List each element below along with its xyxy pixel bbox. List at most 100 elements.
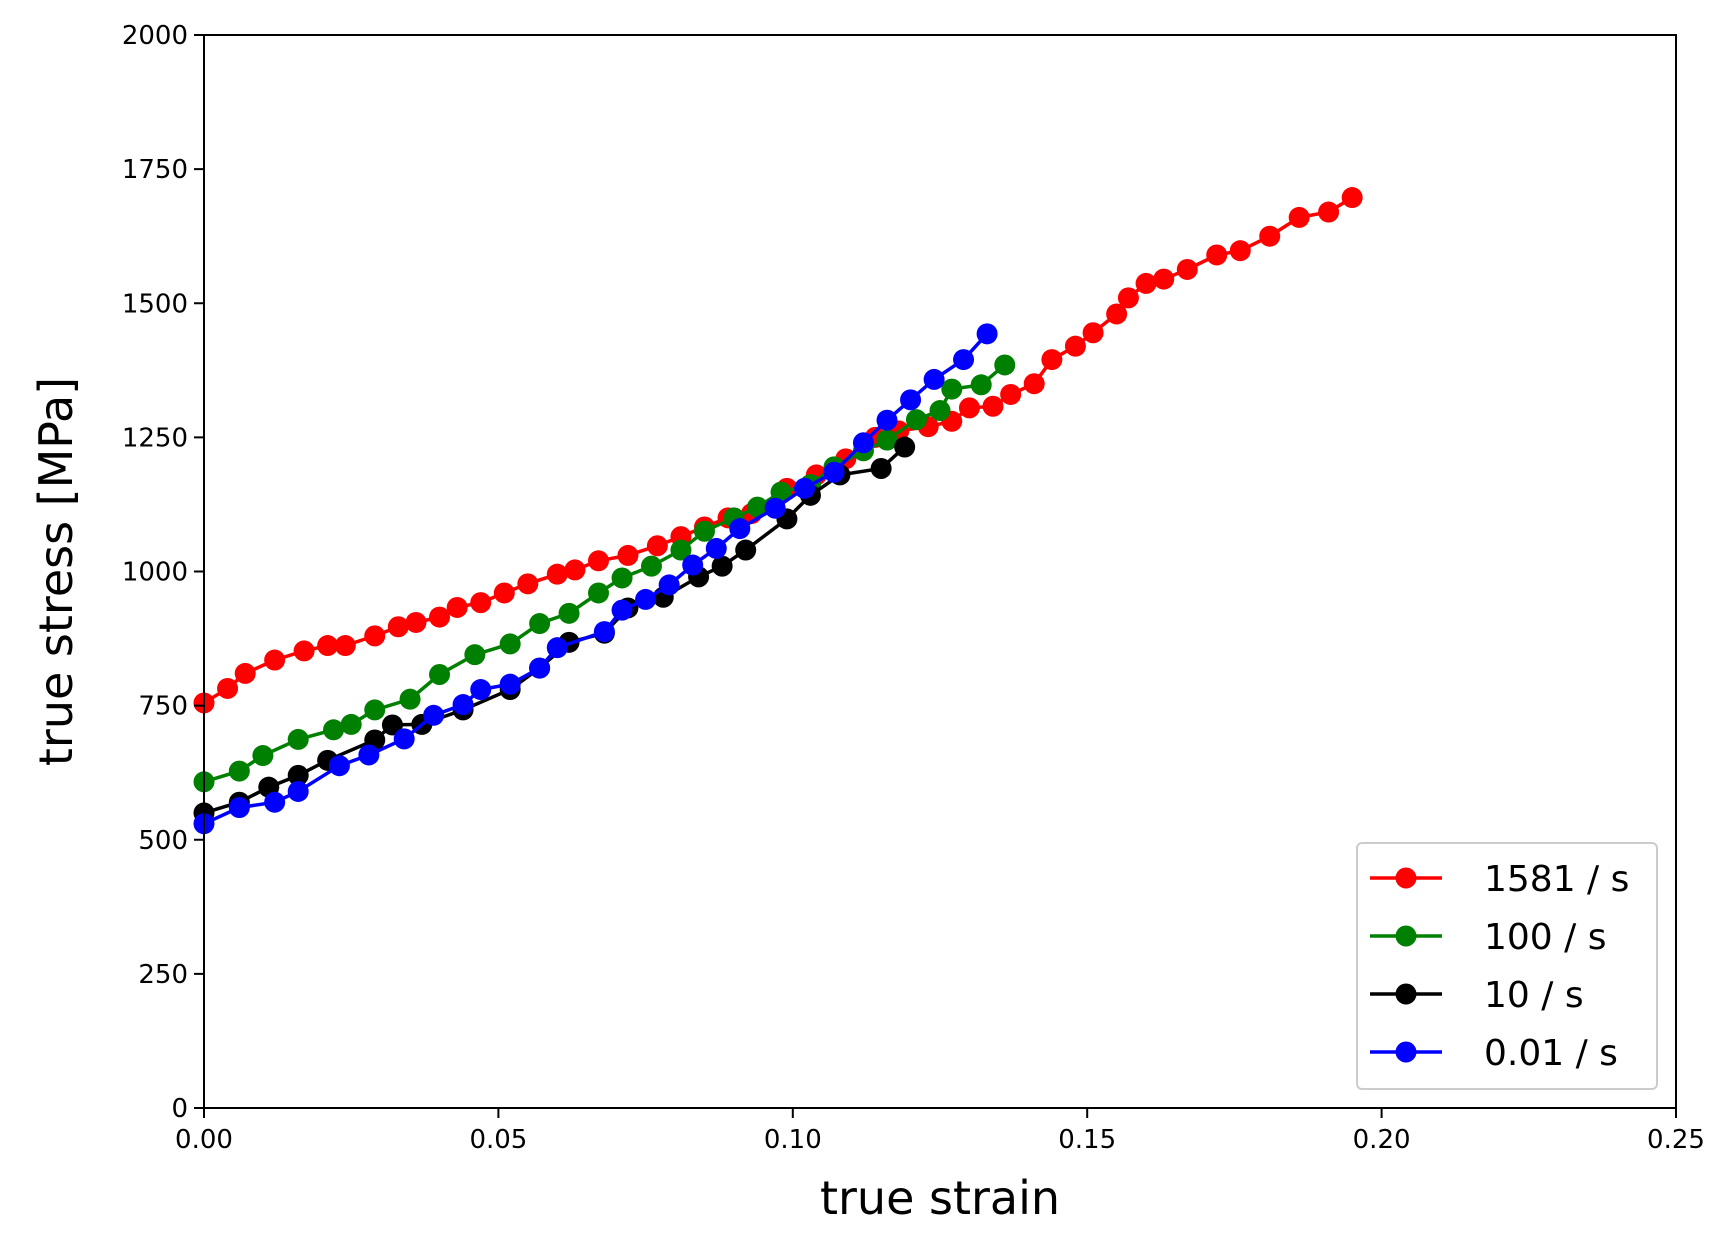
data-point xyxy=(670,539,692,561)
legend: 1581 / s 100 / s 10 / s 0.01 / s xyxy=(1356,842,1658,1090)
legend-label: 100 / s xyxy=(1484,917,1606,958)
data-point xyxy=(611,567,633,589)
data-point xyxy=(870,457,892,479)
legend-swatch-marker xyxy=(1395,867,1417,889)
data-point xyxy=(364,699,386,721)
legend-label: 0.01 / s xyxy=(1484,1033,1618,1074)
data-point xyxy=(923,368,945,390)
data-point xyxy=(393,728,415,750)
data-point xyxy=(429,664,451,686)
data-point xyxy=(729,518,751,540)
data-point xyxy=(546,563,568,585)
data-point xyxy=(546,637,568,659)
y-tick-label: 1750 xyxy=(122,155,188,185)
axis-ticks: 0.00 0.05 0.10 0.15 0.20 0.25 0 250 500 750 1000 12… xyxy=(122,21,1705,1155)
data-point xyxy=(1259,225,1281,247)
data-point xyxy=(982,395,1004,417)
data-point xyxy=(499,633,521,655)
data-point xyxy=(611,599,633,621)
data-point xyxy=(1176,258,1198,280)
data-point xyxy=(323,719,345,741)
data-point xyxy=(381,714,403,736)
data-point xyxy=(711,555,733,577)
data-point xyxy=(517,573,539,595)
data-point xyxy=(764,497,786,519)
data-point xyxy=(587,550,609,572)
series-3 xyxy=(193,323,998,835)
legend-swatch-marker xyxy=(1395,1041,1417,1063)
data-point xyxy=(894,436,916,458)
x-tick-label: 0.10 xyxy=(764,1125,822,1155)
data-point xyxy=(387,616,409,638)
data-point xyxy=(287,764,309,786)
data-point xyxy=(693,520,715,542)
data-point xyxy=(1082,322,1104,344)
data-point xyxy=(587,582,609,604)
data-point xyxy=(499,673,521,695)
legend-item: 0.01 / s xyxy=(1370,1033,1618,1074)
data-point xyxy=(264,791,286,813)
data-point xyxy=(770,481,792,503)
data-point xyxy=(1041,349,1063,371)
data-point xyxy=(287,728,309,750)
data-point xyxy=(340,713,362,735)
y-tick-label: 1500 xyxy=(122,289,188,319)
data-point xyxy=(470,592,492,614)
x-tick-label: 0.05 xyxy=(469,1125,527,1155)
data-point xyxy=(794,477,816,499)
data-point xyxy=(529,657,551,679)
data-point xyxy=(640,555,662,577)
y-tick-label: 2000 xyxy=(122,21,188,51)
y-tick-label: 0 xyxy=(171,1094,188,1124)
data-point xyxy=(358,744,380,766)
data-point xyxy=(399,688,421,710)
legend-swatch-marker xyxy=(1395,925,1417,947)
data-point xyxy=(735,539,757,561)
data-point xyxy=(252,745,274,767)
data-point xyxy=(658,574,680,596)
data-point xyxy=(823,461,845,483)
data-point xyxy=(446,596,468,618)
data-point xyxy=(1318,201,1340,223)
data-point xyxy=(470,679,492,701)
data-point xyxy=(1135,272,1157,294)
data-point xyxy=(264,649,286,671)
data-point xyxy=(1206,244,1228,266)
data-point xyxy=(405,611,427,633)
data-point xyxy=(958,397,980,419)
data-point xyxy=(328,755,350,777)
data-point xyxy=(970,374,992,396)
y-axis-label: true stress [MPa] xyxy=(29,377,83,766)
legend-label: 10 / s xyxy=(1484,975,1584,1016)
data-point xyxy=(852,432,874,454)
y-tick-label: 750 xyxy=(138,692,188,722)
data-point xyxy=(682,554,704,576)
data-point xyxy=(593,621,615,643)
data-point xyxy=(317,635,339,657)
data-point xyxy=(900,389,922,411)
data-point xyxy=(234,662,256,684)
data-point xyxy=(876,409,898,431)
data-point xyxy=(287,780,309,802)
data-point xyxy=(1288,206,1310,228)
data-point xyxy=(228,797,250,819)
legend-item: 10 / s xyxy=(1370,975,1584,1016)
data-point xyxy=(705,537,727,559)
data-point xyxy=(941,378,963,400)
data-point xyxy=(1064,335,1086,357)
data-point xyxy=(423,704,445,726)
data-point xyxy=(976,323,998,345)
legend-swatch-marker xyxy=(1395,983,1417,1005)
data-point xyxy=(1229,240,1251,262)
y-tick-label: 1250 xyxy=(122,423,188,453)
data-point xyxy=(876,429,898,451)
data-point xyxy=(564,559,586,581)
data-point xyxy=(635,588,657,610)
x-tick-label: 0.25 xyxy=(1647,1125,1705,1155)
data-point xyxy=(953,349,975,371)
data-point xyxy=(1117,287,1139,309)
x-tick-label: 0.00 xyxy=(175,1125,233,1155)
data-point xyxy=(293,640,315,662)
data-point xyxy=(1106,303,1128,325)
